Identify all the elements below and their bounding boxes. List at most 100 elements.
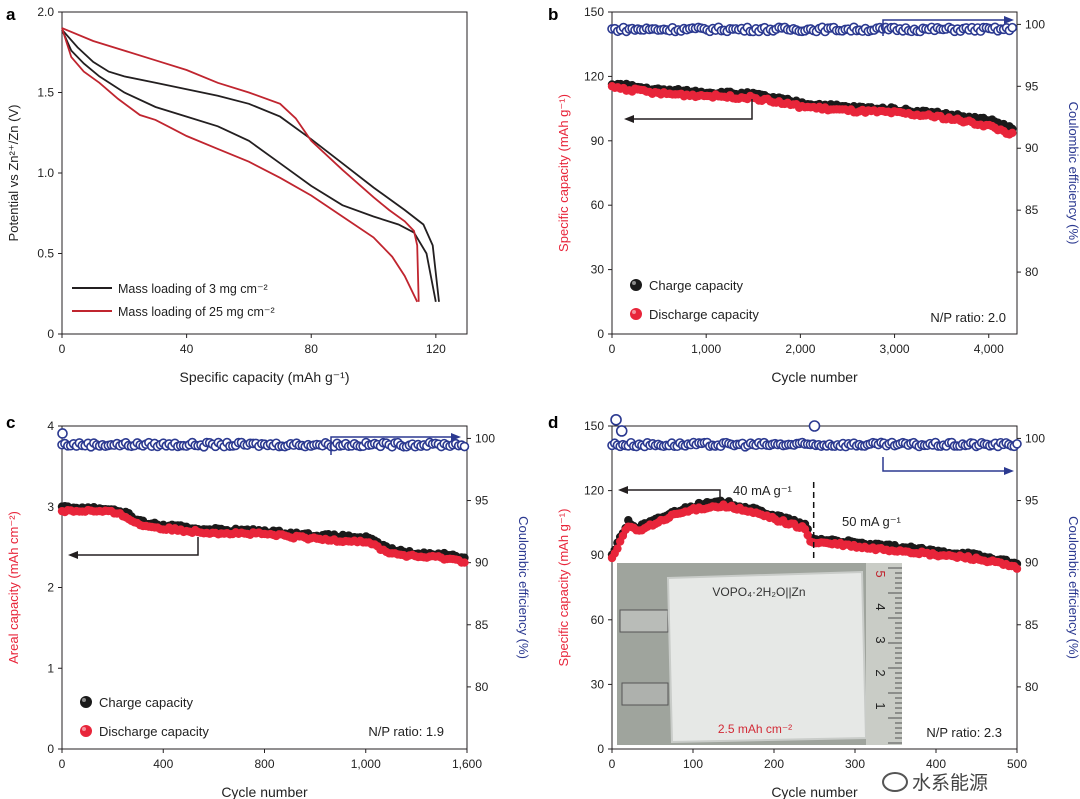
discharge-point xyxy=(1012,564,1022,573)
y-axis-label: Specific capacity (mAh g⁻¹) xyxy=(556,509,571,667)
capacity-axis-arrow xyxy=(630,99,753,120)
capacity-axis-arrow-head xyxy=(68,551,78,559)
y2-tick-label: 90 xyxy=(475,556,489,570)
y-axis-label: Specific capacity (mAh g⁻¹) xyxy=(556,94,571,252)
y-tick-label: 3 xyxy=(47,500,54,514)
ce-axis-arrow xyxy=(882,19,1008,36)
ce-axis-arrow-head xyxy=(451,433,461,441)
wechat-icon xyxy=(882,771,908,792)
y-tick-label: 0 xyxy=(597,742,604,756)
panel-a: a 0 40 80 120 0 0.5 1.0 1.5 2.0 Specific capacity … xyxy=(6,5,468,385)
y-tick-label: 2 xyxy=(47,581,54,595)
panel-c: c 0 400 800 1,000 1,600 0 1 2 3 4 Cycle number Areal… xyxy=(6,413,531,799)
ruler-number: 4 xyxy=(873,603,888,610)
ce-axis-arrow-head xyxy=(1004,16,1014,24)
y-tick-label: 2.0 xyxy=(37,5,54,19)
annotation: N/P ratio: 2.0 xyxy=(930,310,1006,325)
y-tick-label: 4 xyxy=(47,419,54,433)
ce-point xyxy=(1012,439,1022,449)
y-tick-label: 1.0 xyxy=(37,166,54,180)
y2-tick-label: 95 xyxy=(1025,79,1039,93)
annotation: 40 mA g⁻¹ xyxy=(733,483,793,498)
y2-tick-label: 80 xyxy=(1025,265,1039,279)
ruler-number: 2 xyxy=(873,669,888,676)
y-tick-label: 60 xyxy=(591,613,605,627)
ce-point xyxy=(610,413,622,426)
x-tick-label: 1,000 xyxy=(351,757,381,771)
legend-label: Charge capacity xyxy=(649,278,743,293)
y-tick-label: 60 xyxy=(591,198,605,212)
annotation: N/P ratio: 1.9 xyxy=(368,724,444,739)
legend-label: Mass loading of 3 mg cm⁻² xyxy=(118,282,268,296)
y-tick-label: 0 xyxy=(47,327,54,341)
x-tick-label: 4,000 xyxy=(974,342,1004,356)
y-tick-label: 30 xyxy=(591,263,605,277)
discharge-point xyxy=(613,544,622,553)
x-tick-label: 0 xyxy=(59,342,66,356)
ce-point xyxy=(615,425,628,437)
legend-marker xyxy=(80,725,92,737)
ce-axis-arrow xyxy=(330,436,455,455)
y-tick-label: 150 xyxy=(584,5,604,19)
series-line-1 xyxy=(61,29,437,302)
legend-label: Charge capacity xyxy=(99,695,193,710)
y-tick-label: 120 xyxy=(584,484,604,498)
x-tick-label: 120 xyxy=(426,342,446,356)
y2-tick-label: 85 xyxy=(1025,203,1039,217)
ruler-number: 3 xyxy=(873,636,888,643)
x-tick-label: 400 xyxy=(926,757,946,771)
capacity-axis-arrow-head xyxy=(618,486,628,494)
y-tick-label: 90 xyxy=(591,134,605,148)
x-tick-label: 300 xyxy=(845,757,865,771)
cell-tab xyxy=(619,609,669,633)
inset-photo: 5 4 3 2 1 VOPO₄·2H₂O||Zn 2.5 mAh cm⁻² xyxy=(617,563,902,745)
y-tick-label: 1 xyxy=(47,661,54,675)
panel-b: b 0 1,000 2,000 3,000 4,000 0 30 60 90 120 150 Cycle… xyxy=(548,5,1080,385)
x-axis-label: Cycle number xyxy=(771,784,858,799)
y2-axis-label: Coulombic efficiency (%) xyxy=(1066,102,1080,245)
legend-label: Mass loading of 25 mg cm⁻² xyxy=(118,305,275,319)
ruler-number: 5 xyxy=(873,570,888,577)
x-axis-label: Cycle number xyxy=(771,369,858,385)
panel-d: d 0 100 200 300 400 500 0 30 60 90 120 150 Cycle numb… xyxy=(548,413,1080,799)
y2-tick-label: 95 xyxy=(1025,494,1039,508)
panel-label-b: b xyxy=(548,5,558,24)
x-tick-label: 200 xyxy=(764,757,784,771)
y2-tick-label: 80 xyxy=(1025,680,1039,694)
x-tick-label: 80 xyxy=(305,342,319,356)
x-tick-label: 0 xyxy=(609,342,616,356)
legend-label: Discharge capacity xyxy=(649,307,759,322)
capacity-axis-arrow xyxy=(624,489,721,500)
y-tick-label: 120 xyxy=(584,69,604,83)
y2-tick-label: 95 xyxy=(475,494,489,508)
y2-tick-label: 80 xyxy=(475,680,489,694)
y-tick-label: 90 xyxy=(591,548,605,562)
watermark: 水系能源 xyxy=(882,768,988,795)
y2-tick-label: 85 xyxy=(1025,618,1039,632)
y-tick-label: 1.5 xyxy=(37,86,54,100)
x-axis-label: Specific capacity (mAh g⁻¹) xyxy=(180,369,350,385)
ce-point xyxy=(57,428,68,439)
y-axis-label: Areal capacity (mAh cm⁻²) xyxy=(6,511,21,664)
y-tick-label: 0 xyxy=(597,327,604,341)
x-tick-label: 0 xyxy=(59,757,66,771)
y-tick-label: 150 xyxy=(584,419,604,433)
plot-frame xyxy=(611,11,1018,335)
ce-point xyxy=(808,420,821,432)
x-tick-label: 100 xyxy=(683,757,703,771)
cell-tab xyxy=(621,682,669,706)
x-tick-label: 0 xyxy=(609,757,616,771)
inset-caption: 2.5 mAh cm⁻² xyxy=(718,722,792,736)
y-tick-label: 0 xyxy=(47,742,54,756)
legend-marker xyxy=(80,696,92,708)
x-tick-label: 2,000 xyxy=(785,342,815,356)
panel-label-a: a xyxy=(6,5,16,24)
inset-label: VOPO₄·2H₂O||Zn xyxy=(712,585,805,599)
x-tick-label: 1,000 xyxy=(691,342,721,356)
discharge-point xyxy=(1008,128,1017,138)
discharge-point xyxy=(460,558,469,567)
y-tick-label: 30 xyxy=(591,677,605,691)
x-tick-label: 500 xyxy=(1007,757,1027,771)
y2-tick-label: 90 xyxy=(1025,141,1039,155)
